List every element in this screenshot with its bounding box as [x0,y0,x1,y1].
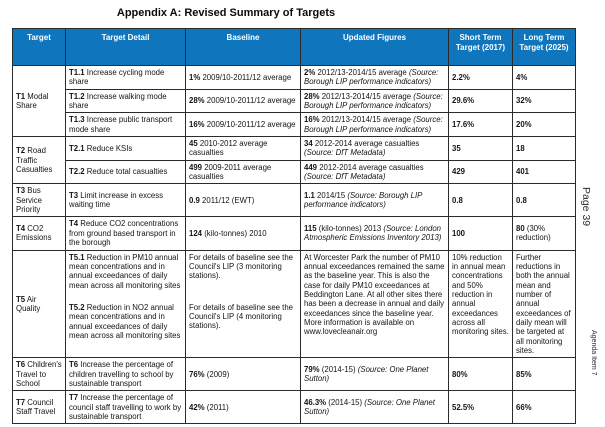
column-header-updated: Updated Figures [300,28,449,66]
cell-baseline: 0.9 2011/12 (EWT) [185,183,301,218]
cell-updated: 1.1 2014/15 (Source: Borough LIP perform… [300,183,449,218]
table-row: T1 Modal Share T1.1 Increase cycling mode… [12,64,576,138]
table-row: T6 Children's Travel to School T6 Increas… [12,357,576,392]
cell-updated: 79% (2014-15) (Source: One Planet Sutton… [300,357,449,392]
cell-baseline: 16% 2009/10-2011/12 average [185,112,301,138]
cell-target: T5 Air Quality [12,249,66,359]
cell-short-term: 0.8 [448,183,513,218]
cell-baseline: 1% 2009/10-2011/12 average [185,65,301,90]
cell-updated: 34 2012-2014 average casualties (Source:… [300,136,449,161]
cell-short-term: 52.5% [448,390,513,425]
cell-long-term: 32% [512,88,576,114]
cell-detail: T1.3 Increase public transport mode shar… [65,112,186,138]
cell-detail: T6 Increase the percentage of children t… [65,357,186,392]
table-row: T1.2 Increase walking mode share 28% 2009… [13,88,576,114]
cell-baseline: 42% (2011) [185,390,301,425]
cell-baseline: 76% (2009) [185,357,301,392]
table-row: T7 Council Staff Travel T7 Increase the p… [12,390,576,425]
table-row: T5 Air Quality T5.1 Reduction in PM10 ann… [12,249,576,359]
cell-long-term: 4% [512,65,576,90]
cell-detail: T2.2 Reduce total casualties [65,159,186,185]
cell-updated: At Worcester Park the number of PM10 ann… [300,249,449,359]
cell-long-term: 85% [512,357,576,392]
column-header-detail: Target Detail [65,28,186,66]
cell-detail: T2.1 Reduce KSIs [65,136,186,161]
table-row: T1.3 Increase public transport mode shar… [13,112,576,138]
cell-updated: 449 2012-2014 average casualties (Source… [300,159,449,185]
table-row: T2.2 Reduce total casualties 499 2009-201… [13,159,576,185]
page-number-label: Page 39 [580,187,592,227]
agenda-item-label: Agenda Item 7 [590,330,597,376]
cell-short-term: 2.2% [448,65,513,90]
cell-long-term: 20% [512,112,576,138]
cell-detail: T1.2 Increase walking mode share [65,88,186,114]
table-row: T3 Bus Service Priority T3 Limit increase… [12,183,576,218]
table-row: T4 CO2 Emissions T4 Reduce CO2 concentrat… [12,216,576,251]
cell-baseline-paragraph: For details of baseline see the Council'… [189,302,294,331]
cell-baseline: 28% 2009/10-2011/12 average [185,88,301,114]
cell-target: T3 Bus Service Priority [12,183,66,218]
cell-baseline: 45 2010-2012 average casualties [185,136,301,161]
cell-detail-paragraph: T5.2 Reduction in NO2 annual mean concen… [69,302,181,340]
table-body: T1 Modal Share T1.1 Increase cycling mode… [12,64,576,425]
cell-detail-paragraph: T5.1 Reduction in PM10 annual mean conce… [69,252,181,290]
cell-updated: 28% 2012/13-2014/15 average (Source: Bor… [300,88,449,114]
cell-long-term: 0.8 [512,183,576,218]
cell-short-term: 29.6% [448,88,513,114]
cell-detail: T5.1 Reduction in PM10 annual mean conce… [65,249,186,359]
cell-short-term: 80% [448,357,513,392]
column-header-baseline: Baseline [185,28,301,66]
cell-target: T1 Modal Share [12,64,66,138]
table-header-row: Target Target Detail Baseline Updated Figur… [12,28,576,66]
cell-long-term: 18 [512,136,576,161]
cell-detail: T3 Limit increase in excess waiting time [65,183,186,218]
cell-long-term: 66% [512,390,576,425]
cell-detail: T7 Increase the percentage of council st… [65,390,186,425]
cell-target: T4 CO2 Emissions [12,216,66,251]
column-header-long-term: Long Term Target (2025) [512,28,576,66]
targets-table: Target Target Detail Baseline Updated Figur… [12,28,576,425]
cell-target: T2 Road Traffic Casualties [12,136,66,185]
cell-long-term: 80 (30% reduction) [512,216,576,251]
cell-updated: 2% 2012/13-2014/15 average (Source: Boro… [300,65,449,90]
cell-updated: 115 (kilo-tonnes) 2013 (Source: London A… [300,216,449,251]
cell-target: T6 Children's Travel to School [12,357,66,392]
cell-short-term: 10% reduction in annual mean concentrati… [448,249,513,359]
cell-short-term: 35 [448,136,513,161]
cell-updated: 46.3% (2014-15) (Source: One Planet Sutt… [300,390,449,425]
column-header-short-term: Short Term Target (2017) [448,28,513,66]
column-header-target: Target [12,28,66,66]
cell-baseline: 499 2009-2011 average casualties [185,159,301,185]
cell-baseline: For details of baseline see the Council'… [185,249,301,359]
cell-detail: T1.1 Increase cycling mode share [65,65,186,90]
cell-baseline: 124 (kilo-tonnes) 2010 [185,216,301,251]
cell-baseline-paragraph: For details of baseline see the Council'… [189,252,294,281]
cell-updated: 16% 2012/13-2014/15 average (Source: Bor… [300,112,449,138]
cell-short-term: 100 [448,216,513,251]
cell-detail: T4 Reduce CO2 concentrations from ground… [65,216,186,251]
table-header-row: Target Target Detail Baseline Updated Figur… [12,28,576,66]
cell-long-term: Further reductions in both the annual me… [512,249,576,359]
cell-target: T7 Council Staff Travel [12,390,66,425]
page-title: Appendix A: Revised Summary of Targets [116,7,336,19]
cell-short-term: 429 [448,159,513,185]
cell-long-term: 401 [512,159,576,185]
table-row: T2 Road Traffic Casualties T2.1 Reduce KS… [12,136,576,185]
cell-short-term: 17.6% [448,112,513,138]
